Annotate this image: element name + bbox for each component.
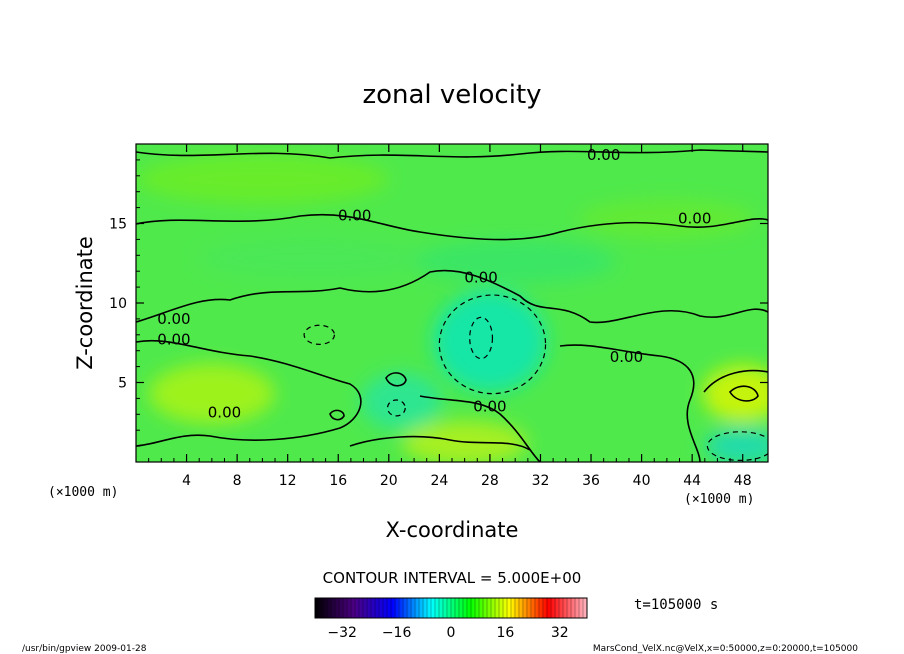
x-tick-label: 4 [182,473,191,489]
contour-label: 0.00 [678,210,711,228]
negative-contour [438,294,547,395]
plot-area: 0.00 0.00 0.00 0.00 0.00 0.00 0.00 0.00 0.00 [135,143,769,463]
y-tick-label: 5 [118,376,127,392]
zero-contour-upper [136,149,768,159]
colorbar-tick-label: 0 [447,625,456,641]
colorbar-gradient [314,597,588,619]
field-blob [702,365,768,423]
contour-labels: 0.00 0.00 0.00 0.00 0.00 0.00 0.00 0.00 0.00 [157,146,711,422]
footer-left: /usr/bin/gpview 2009-01-28 [22,644,147,654]
x-unit-label-left: (×1000 m) [48,485,118,500]
x-tick-label: 16 [329,473,347,489]
field-blob [578,199,756,238]
dashed-contours [303,294,768,462]
colorbar-stripes [318,598,584,618]
chart-title: zonal velocity [362,80,541,110]
contour-right-lobe [703,369,768,393]
x-tick-label: 24 [430,473,448,489]
x-tick-label: 20 [380,473,398,489]
x-tick-label: 32 [532,473,550,489]
zero-contour-lower [136,339,362,447]
y-tick-label: 15 [109,217,127,233]
contour-bottom-band [349,435,531,451]
negative-contour [303,324,336,345]
contour-small-ring [385,372,407,387]
y-tick-label: 10 [109,296,127,312]
colorbar-ticks: −32 −16 0 16 32 [327,625,568,641]
x-axis-label: X-coordinate [386,518,519,542]
colorbar: −32 −16 0 16 32 [314,597,588,641]
contour-label: 0.00 [208,404,241,422]
x-tick-label: 8 [233,473,242,489]
field-blob [360,372,442,431]
contour-label: 0.00 [338,207,371,225]
x-tick-label: 48 [734,473,752,489]
field-blob [414,239,617,284]
solid-contours [136,149,768,462]
negative-contour [469,316,494,360]
x-tick-label: 40 [633,473,651,489]
contour-label: 0.00 [157,331,190,349]
contour-right-ring [728,385,759,402]
colorbar-tick-label: −32 [327,625,357,641]
x-tick-label: 36 [582,473,600,489]
x-tick-label: 28 [481,473,499,489]
x-axis: 4 8 12 16 20 24 28 32 36 40 44 48 [148,144,756,489]
field-blob [199,237,427,280]
contour-label: 0.00 [587,146,620,164]
zero-contour-right [559,344,701,462]
contour-small-ring-2 [329,409,345,421]
colorbar-tick-label: −16 [382,625,412,641]
y-axis: 5 10 15 [109,159,768,447]
colorbar-tick-label: 32 [551,625,569,641]
contour-label: 0.00 [464,269,497,287]
colorbar-tick-label: 16 [496,625,514,641]
contour-interval-text: CONTOUR INTERVAL = 5.000E+00 [323,569,582,587]
contour-label: 0.00 [473,397,506,415]
zero-contour-top-band [136,213,768,241]
footer-right: MarsCond_VelX.nc@VelX,x=0:50000,z=0:2000… [593,644,858,654]
field-blob [704,427,768,462]
negative-contour [706,431,768,462]
field-blob [148,363,276,424]
field-blob [433,290,547,393]
x-tick-label: 44 [683,473,701,489]
field-blob [136,153,389,205]
contour-label: 0.00 [157,310,190,328]
contour-label: 0.00 [610,348,643,366]
x-unit-label-right: (×1000 m) [684,492,754,507]
zero-contour-middle [136,269,768,324]
x-tick-label: 12 [279,473,297,489]
y-axis-label: Z-coordinate [73,236,97,370]
time-label: t=105000 s [634,597,718,613]
negative-contour [386,399,406,417]
